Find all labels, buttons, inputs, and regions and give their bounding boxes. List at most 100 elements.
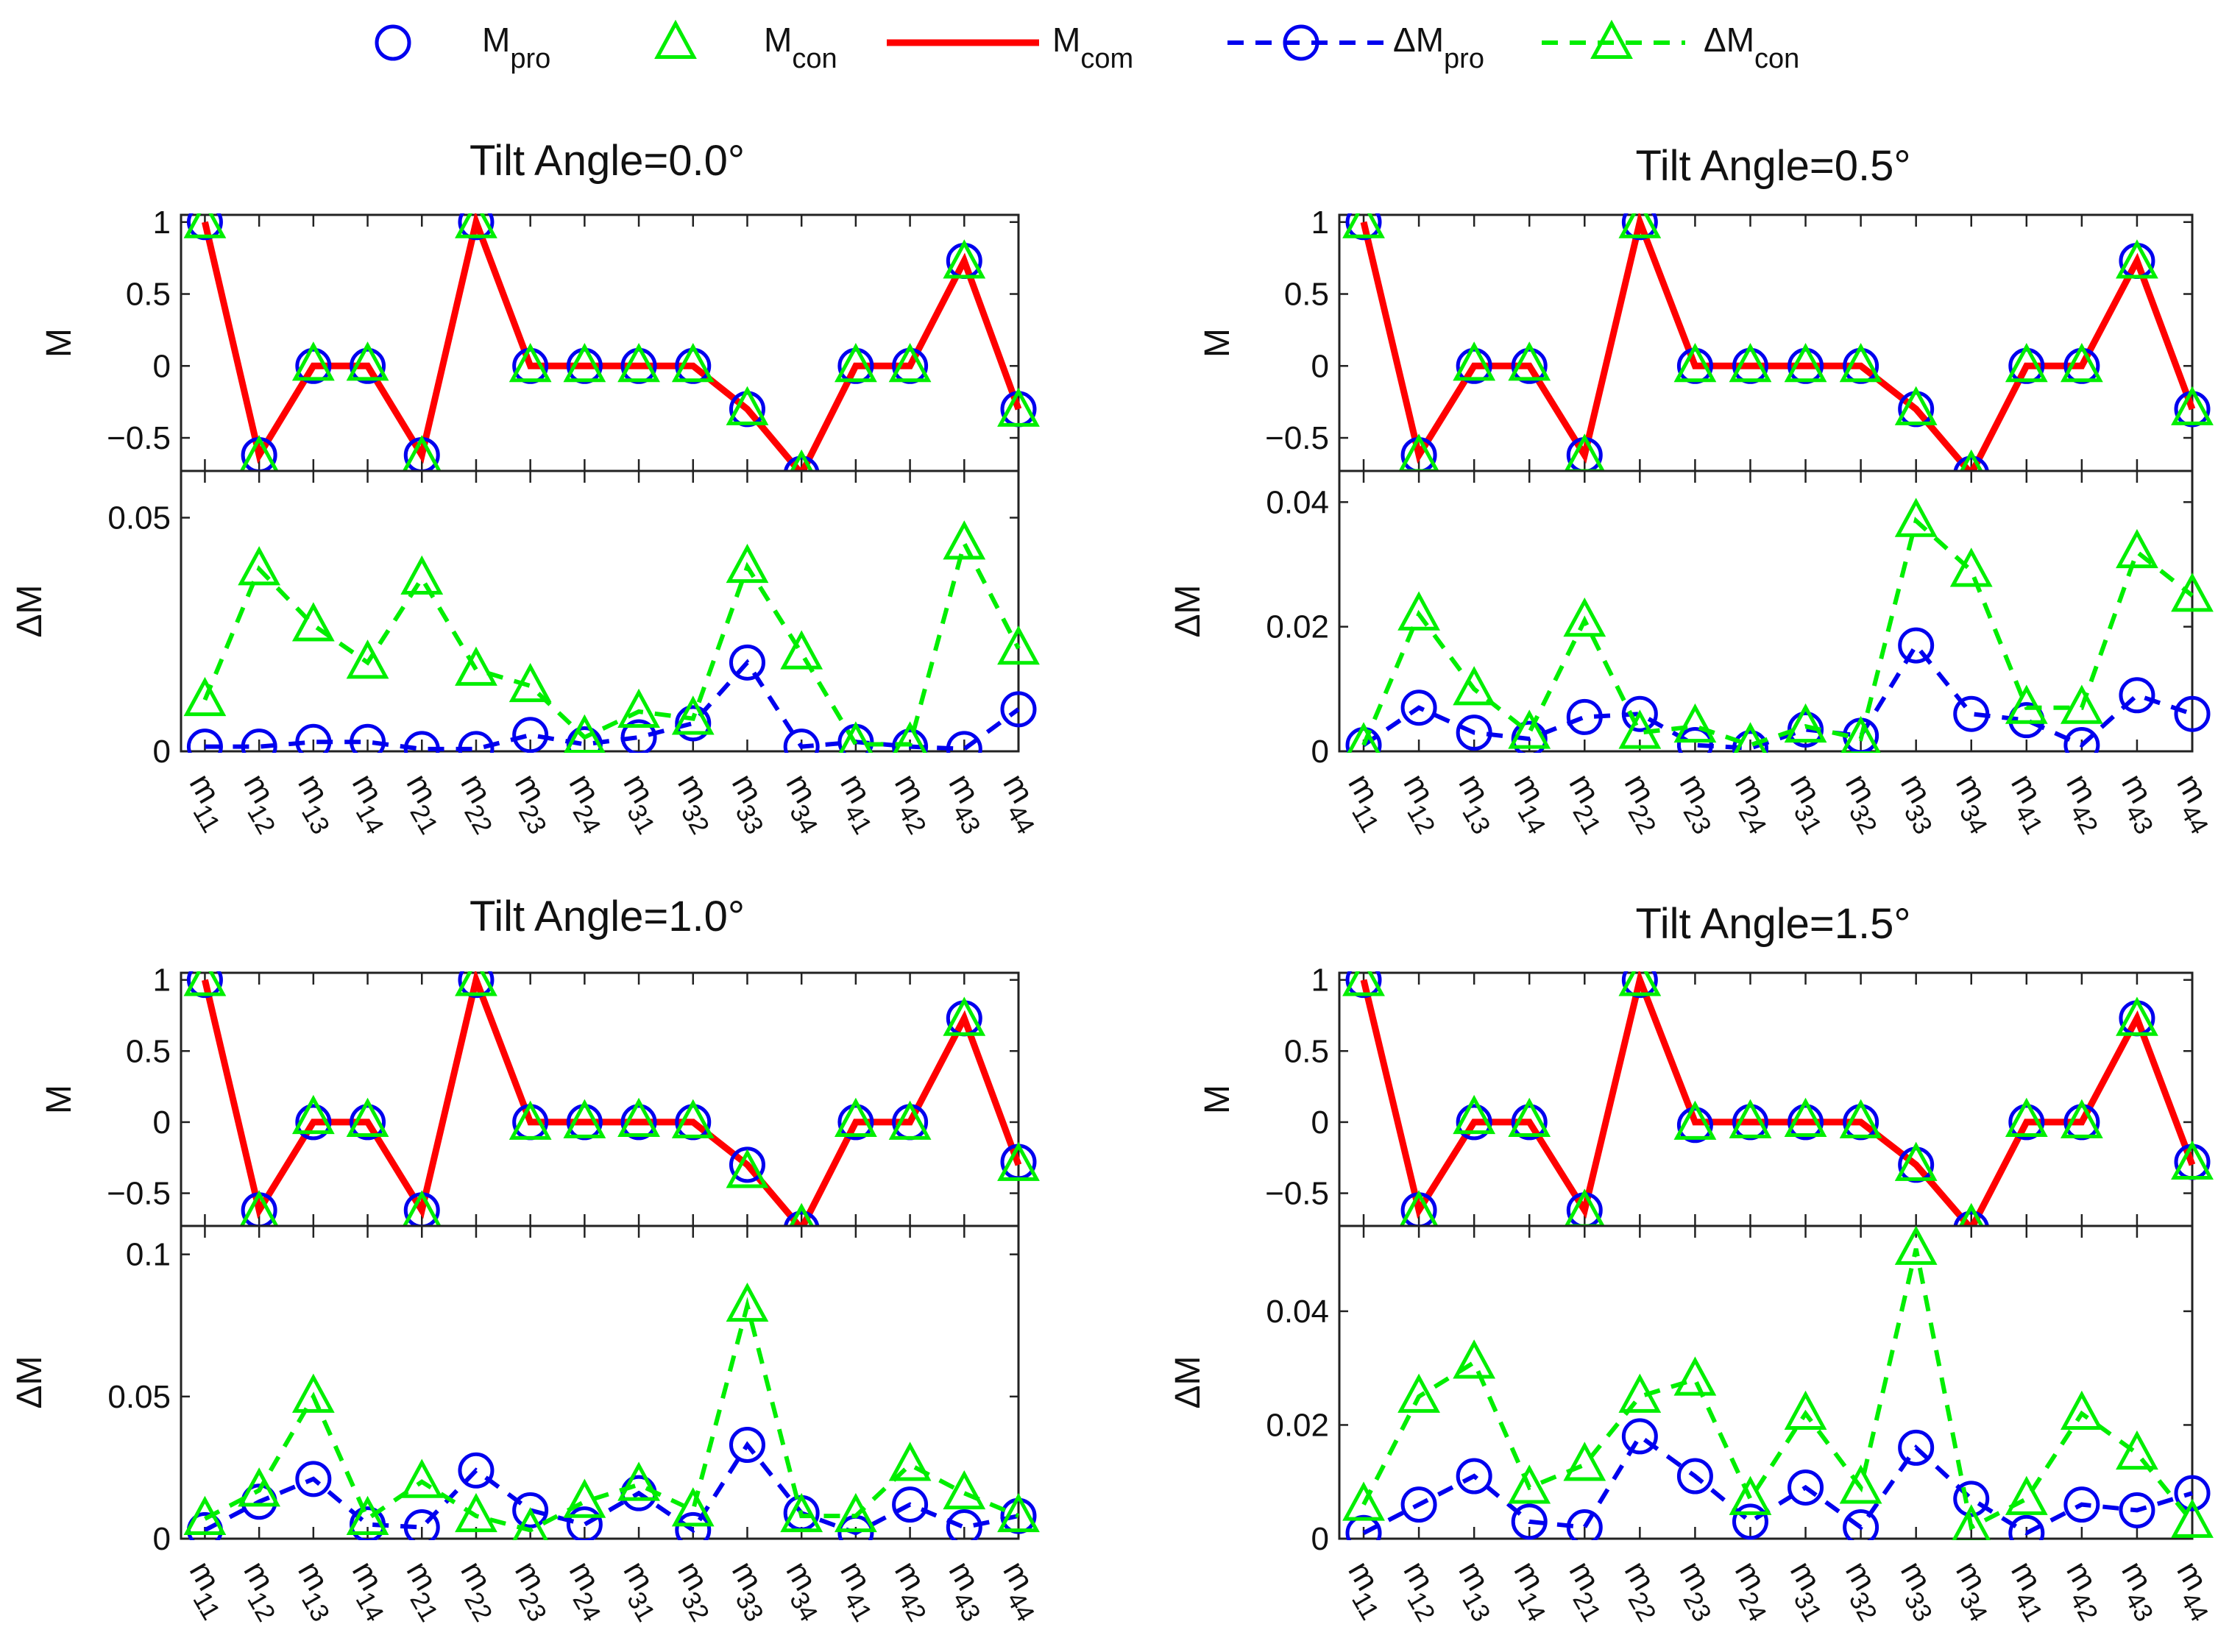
- delta-m-pro-point: [1621, 695, 1658, 732]
- x-tick-label: m31: [608, 1556, 676, 1627]
- y-tick-label: −0.5: [1265, 420, 1329, 456]
- x-tick-label-sub: 32: [1843, 800, 1882, 839]
- x-tick-label: m13: [283, 1556, 350, 1627]
- x-tick-label-sub: 23: [513, 1587, 552, 1626]
- x-tick-label-main: m: [1341, 1556, 1386, 1597]
- x-tick-label: m31: [608, 768, 676, 840]
- delta-m-pro-point: [729, 1427, 765, 1463]
- x-tick-label-main: m: [291, 768, 336, 809]
- x-tick-label-main: m: [725, 1556, 770, 1597]
- x-tick-label-sub: 31: [1788, 1587, 1827, 1626]
- delta-m-pro-point: [1898, 1429, 1935, 1466]
- x-tick-label-main: m: [833, 1556, 878, 1597]
- legend-circle-marker-icon: [375, 24, 411, 61]
- m-pro-point: [350, 347, 386, 384]
- x-tick-label-main: m: [400, 768, 444, 809]
- m-axes: 1 0.5 0 −0.5 M: [1198, 205, 2214, 472]
- legend-label-sub: com: [1080, 43, 1133, 74]
- x-tick-label-main: m: [942, 768, 987, 809]
- y-tick-label: 0.5: [126, 277, 171, 313]
- m-axes: 1 0.5 0 −0.5 M: [40, 205, 1040, 472]
- x-tick-label-sub: 33: [1899, 800, 1938, 839]
- m-pro-point: [1953, 455, 1990, 472]
- x-tick-label-sub: 13: [296, 800, 335, 839]
- delta-m-con-point: [838, 721, 874, 753]
- x-tick-label: m22: [445, 1556, 513, 1627]
- x-tick-label-main: m: [291, 1556, 336, 1597]
- delta-m-pro-point: [1787, 711, 1824, 748]
- m-pro-point: [837, 1104, 874, 1141]
- x-tick-label: m11: [174, 1556, 241, 1626]
- delta-m-pro-point: [2119, 1492, 2155, 1528]
- delta-m-con-point: [780, 1492, 823, 1533]
- m-con-point: [2116, 996, 2158, 1036]
- x-tick-label-main: m: [236, 1556, 281, 1597]
- m-con-point: [997, 387, 1040, 427]
- x-tick-label-main: m: [1562, 768, 1607, 809]
- x-tick-label-sub: 41: [2009, 1587, 2048, 1626]
- y-tick-label: 0: [1311, 348, 1329, 384]
- m-con-point: [1342, 971, 1385, 996]
- delta-m-con-point: [1733, 722, 1768, 753]
- x-tick-label-sub: 43: [946, 1587, 985, 1626]
- delta-m-con-point: [346, 639, 389, 679]
- x-tick-label: m14: [336, 768, 404, 840]
- delta-m-con-point: [1563, 597, 1606, 637]
- m-con-point: [943, 239, 986, 279]
- y-tick-label: 0: [1311, 1521, 1329, 1557]
- delta-m-pro-point: [783, 728, 820, 753]
- m-con-point: [1398, 1190, 1439, 1227]
- y-tick-label: 0: [153, 734, 171, 770]
- m-com-line: [202, 213, 1022, 472]
- x-tick-label-sub: 13: [1456, 1587, 1495, 1626]
- x-tick-label-main: m: [725, 768, 770, 809]
- delta-m-axes: 00.020.04ΔMm11m12m13m14m21m22m23m24m31m3…: [1169, 469, 2214, 840]
- m-con-point: [1894, 1141, 1938, 1181]
- x-tick-label-main: m: [996, 1556, 1041, 1597]
- x-tick-label: m21: [1553, 768, 1621, 840]
- delta-m-con-line: [202, 537, 1021, 747]
- legend-triangle-marker-icon: [654, 19, 697, 59]
- m-axes: 1 0.5 0 −0.5 M: [1198, 963, 2214, 1227]
- m-con-point: [455, 213, 497, 238]
- series-group: [183, 213, 1040, 472]
- legend-item-m-con: Mcon: [654, 19, 837, 74]
- x-tick-label-main: m: [1451, 768, 1496, 809]
- m-con-point: [509, 1100, 552, 1140]
- x-tick-label: m23: [499, 768, 567, 840]
- delta-m-con-point: [726, 1282, 769, 1322]
- axes-frame: [180, 213, 1020, 472]
- x-tick-label: m22: [1609, 768, 1676, 840]
- delta-m-pro-point: [1676, 1458, 1713, 1495]
- m-com-line: [1360, 971, 2196, 1227]
- series-group: [1342, 1225, 2214, 1540]
- x-tick-label: m22: [445, 768, 513, 840]
- m-con-point: [888, 343, 932, 383]
- delta-m-pro-point: [1400, 689, 1437, 726]
- delta-m-con-point: [1618, 1373, 1662, 1413]
- series-group: [1342, 213, 2214, 472]
- x-tick-label-sub: 21: [1567, 800, 1606, 839]
- m-con-point: [1453, 341, 1496, 381]
- m-con-point: [2116, 239, 2158, 279]
- x-tick-label-sub: 13: [1456, 800, 1495, 839]
- m-pro-point: [620, 1104, 657, 1141]
- m-con-point: [238, 1190, 280, 1227]
- x-tick-label-main: m: [453, 1556, 498, 1597]
- x-tick-label: m41: [1996, 768, 2063, 840]
- delta-m-con-point: [455, 1492, 497, 1533]
- delta-m-con-point: [1952, 1504, 1991, 1540]
- x-tick-label-sub: 42: [893, 1587, 932, 1626]
- delta-m-con-point: [563, 714, 606, 753]
- delta-m-pro-point: [295, 1461, 332, 1497]
- panel-title: Tilt Angle=1.5°: [1635, 900, 1910, 948]
- delta-m-con-point: [943, 520, 986, 560]
- x-tick-label-sub: 22: [1622, 800, 1661, 839]
- x-tick-label-sub: 41: [838, 800, 877, 839]
- x-tick-label-main: m: [670, 1556, 715, 1597]
- delta-m-pro-point: [1676, 727, 1713, 753]
- x-tick-label-sub: 12: [1401, 1587, 1440, 1626]
- delta-m-pro-point: [566, 1506, 603, 1540]
- x-tick-label: m12: [228, 1556, 296, 1627]
- x-tick-label-sub: 32: [676, 800, 715, 839]
